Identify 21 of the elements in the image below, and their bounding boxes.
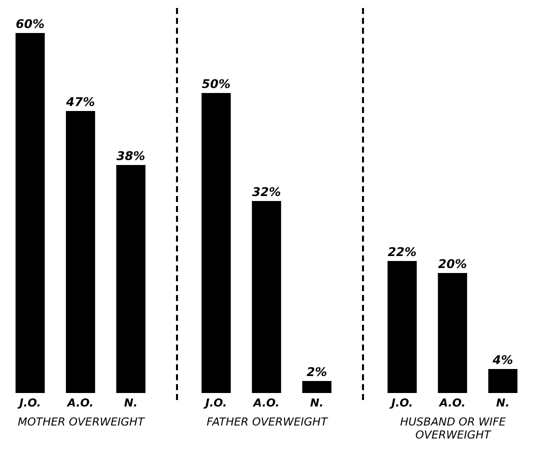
data-label: 20% [438, 257, 467, 271]
x-axis-title: MOTHER OVERWEIGHT [18, 416, 146, 428]
data-label: 32% [252, 185, 281, 199]
x-tick-label: A.O. [252, 396, 280, 410]
x-tick-label: A.O. [438, 396, 466, 410]
data-label: 2% [306, 365, 328, 379]
data-label: 60% [16, 17, 45, 31]
x-tick-label: J.O. [203, 396, 227, 410]
x-axis-title: FATHER OVERWEIGHT [206, 416, 329, 428]
data-label: 50% [202, 77, 231, 91]
x-tick-label: N. [496, 396, 510, 410]
x-tick-label: J.O. [17, 396, 41, 410]
data-label: 47% [65, 95, 95, 109]
data-label: 38% [116, 149, 146, 163]
x-axis-title: HUSBAND OR WIFE OVERWEIGHT [400, 416, 506, 442]
x-tick-label: J.O. [389, 396, 413, 410]
x-tick-label: N. [310, 396, 324, 410]
data-label: 4% [492, 353, 514, 367]
data-label: 22% [388, 245, 417, 259]
x-tick-label: N. [124, 396, 138, 410]
x-tick-label: A.O. [66, 396, 94, 410]
